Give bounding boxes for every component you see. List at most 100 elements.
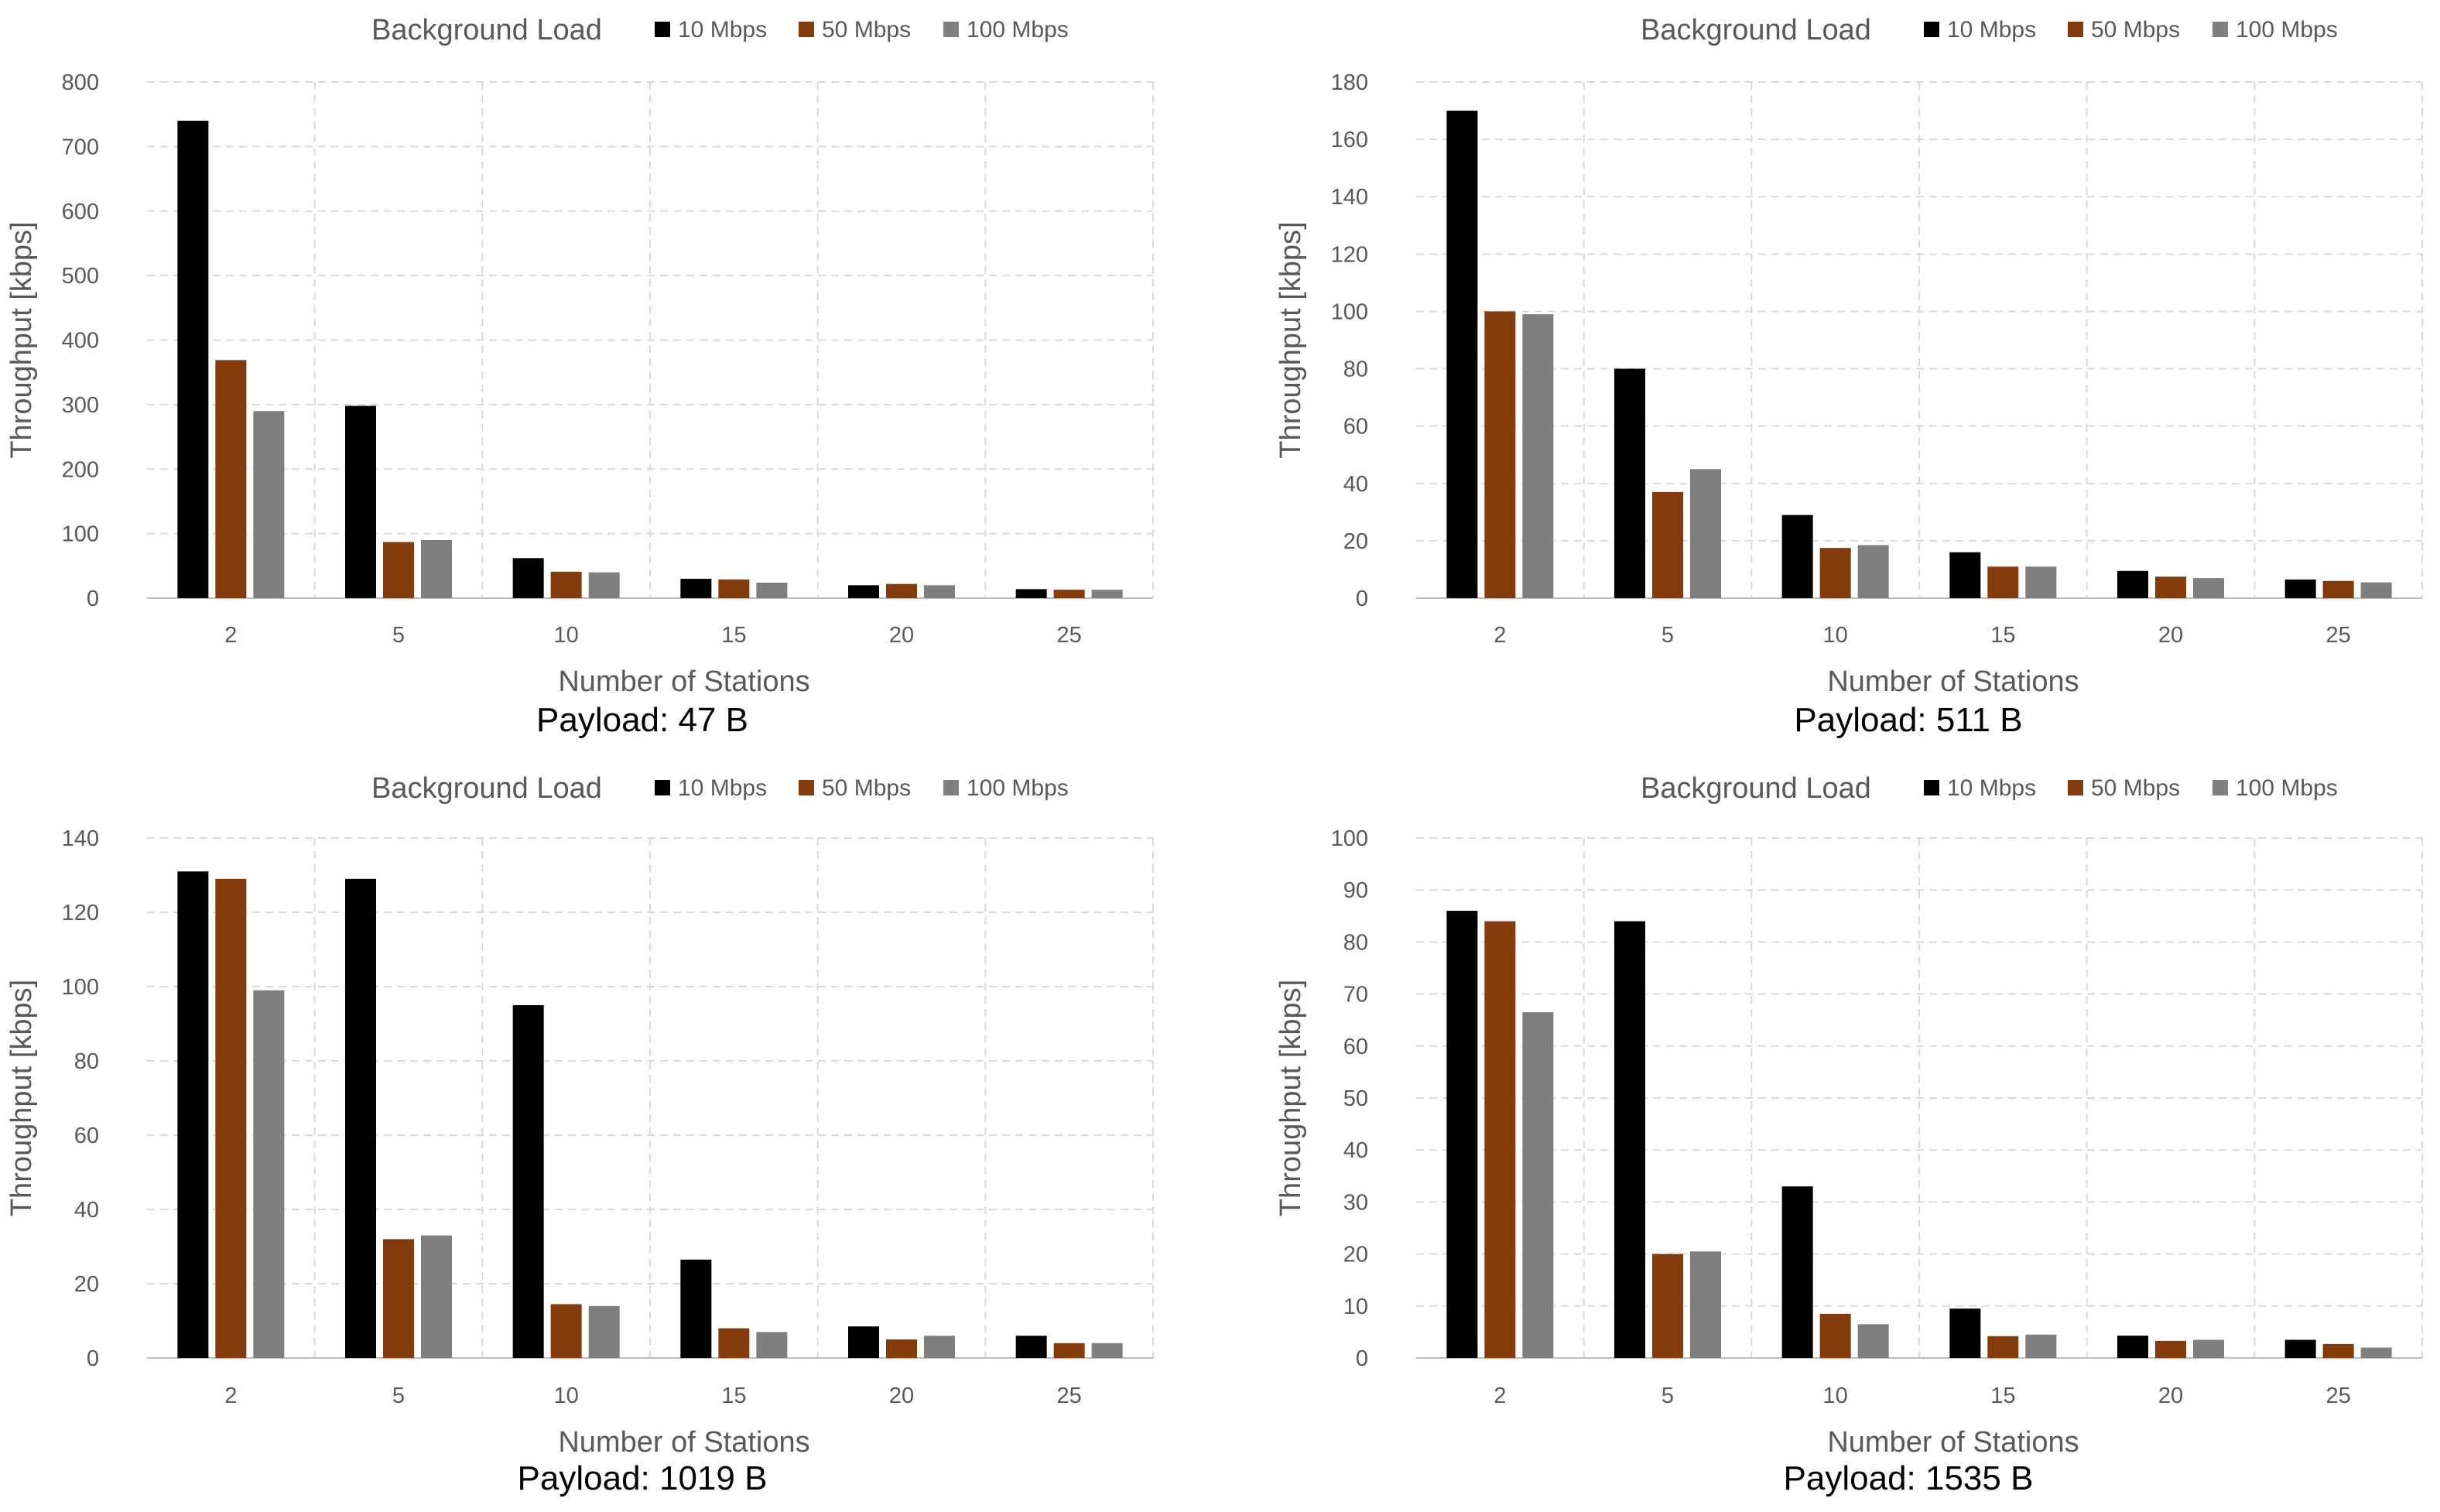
y-tick-label: 300 [62,393,99,418]
bar-50-mbps-25 [2322,1343,2354,1358]
legend-swatch [943,780,959,795]
x-tick-label: 15 [1990,1384,2015,1408]
bar-10-mbps-10 [1781,515,1813,598]
bar-50-mbps-15 [1987,1336,2019,1358]
x-tick-label: 5 [392,623,405,648]
x-tick-label: 5 [1661,623,1674,648]
bar-10-mbps-15 [680,578,712,598]
bar-10-mbps-20 [2117,570,2148,598]
chart-caption: Payload: 511 B [1794,701,2022,739]
y-tick-label: 120 [1331,242,1368,267]
bar-50-mbps-25 [1053,1343,1085,1358]
y-tick-label: 100 [1331,826,1368,851]
bar-10-mbps-2 [1446,911,1478,1358]
legend-entry: 100 Mbps [967,17,1069,43]
legend-swatch [2068,780,2083,795]
bar-10-mbps-10 [1781,1186,1813,1358]
bar-50-mbps-15 [1987,566,2019,598]
legend-entry: 10 Mbps [678,17,767,43]
legend-swatch [1924,780,1939,795]
y-tick-label: 80 [74,1049,99,1074]
chart-caption: Payload: 1535 B [1784,1459,2034,1497]
x-tick-label: 10 [1823,1384,1848,1408]
x-tick-label: 10 [554,623,579,648]
bar-10-mbps-10 [512,558,544,598]
legend-swatch [655,22,670,37]
bar-100-mbps-25 [2360,1347,2392,1358]
bar-50-mbps-5 [383,1239,414,1358]
y-tick-label: 400 [62,329,99,354]
x-axis-title: Number of Stations [558,665,809,698]
bar-10-mbps-20 [848,1326,879,1358]
bar-50-mbps-10 [1819,548,1851,598]
bar-100-mbps-15 [2025,566,2057,598]
bar-10-mbps-25 [2284,579,2316,598]
legend-entry: 10 Mbps [1947,17,2036,43]
y-tick-label: 160 [1331,128,1368,152]
y-tick-label: 200 [62,457,99,482]
legend-entry: 50 Mbps [2091,17,2180,43]
bar-50-mbps-15 [718,579,750,598]
y-tick-label: 60 [74,1124,99,1148]
x-tick-label: 20 [2158,1384,2183,1408]
y-tick-label: 500 [62,264,99,289]
bar-10-mbps-25 [1015,589,1047,598]
legend-swatch [799,22,814,37]
bar-100-mbps-10 [588,572,620,598]
bar-10-mbps-15 [1949,552,1981,598]
bar-50-mbps-15 [718,1328,750,1358]
legend-entry: 50 Mbps [822,17,911,43]
bar-100-mbps-10 [588,1305,620,1358]
x-tick-label: 25 [2326,623,2351,648]
x-tick-label: 15 [1990,623,2015,648]
bar-50-mbps-2 [215,878,247,1358]
legend: Background Load 10 Mbps 50 Mbps 100 Mbps [1641,772,2338,805]
y-tick-label: 90 [1343,878,1368,903]
legend-swatch [799,780,814,795]
legend-title: Background Load [1641,772,1871,805]
bar-100-mbps-2 [1522,1012,1554,1358]
y-tick-label: 20 [74,1272,99,1297]
legend-title: Background Load [371,772,602,805]
x-tick-label: 2 [1494,1384,1506,1408]
y-tick-label: 80 [1343,357,1368,382]
legend-swatch [1924,22,1939,37]
y-tick-label: 80 [1343,930,1368,955]
bar-100-mbps-2 [253,411,285,598]
x-tick-label: 2 [224,1384,237,1408]
y-axis-title: Throughput [kbps] [5,221,38,458]
x-tick-label: 25 [1057,1384,1082,1408]
y-tick-label: 140 [1331,185,1368,210]
y-tick-label: 40 [1343,472,1368,497]
x-tick-label: 15 [721,623,746,648]
x-tick-label: 2 [224,623,237,648]
bar-100-mbps-15 [756,582,788,598]
bar-100-mbps-5 [1690,1251,1721,1358]
bar-50-mbps-10 [1819,1313,1851,1358]
bar-100-mbps-5 [421,1235,452,1358]
x-tick-label: 2 [1494,623,1506,648]
bar-100-mbps-20 [2193,1339,2224,1358]
bar-50-mbps-20 [886,1339,917,1358]
x-tick-label: 5 [392,1384,405,1408]
y-tick-label: 0 [1356,587,1368,611]
bar-10-mbps-5 [345,405,376,598]
x-tick-label: 20 [889,1384,914,1408]
legend-entry: 10 Mbps [678,775,767,801]
bar-100-mbps-25 [2360,582,2392,598]
y-tick-label: 800 [62,70,99,95]
y-tick-label: 100 [62,975,99,1000]
bar-50-mbps-5 [1652,491,1683,598]
y-tick-label: 50 [1343,1086,1368,1111]
bar-100-mbps-5 [1690,469,1721,598]
bar-100-mbps-10 [1857,545,1889,598]
y-tick-label: 0 [1356,1346,1368,1371]
x-axis-title: Number of Stations [1827,1426,2079,1459]
y-tick-label: 20 [1343,529,1368,554]
legend: Background Load 10 Mbps 50 Mbps 100 Mbps [1641,14,2338,46]
x-tick-label: 15 [721,1384,746,1408]
x-tick-label: 20 [889,623,914,648]
